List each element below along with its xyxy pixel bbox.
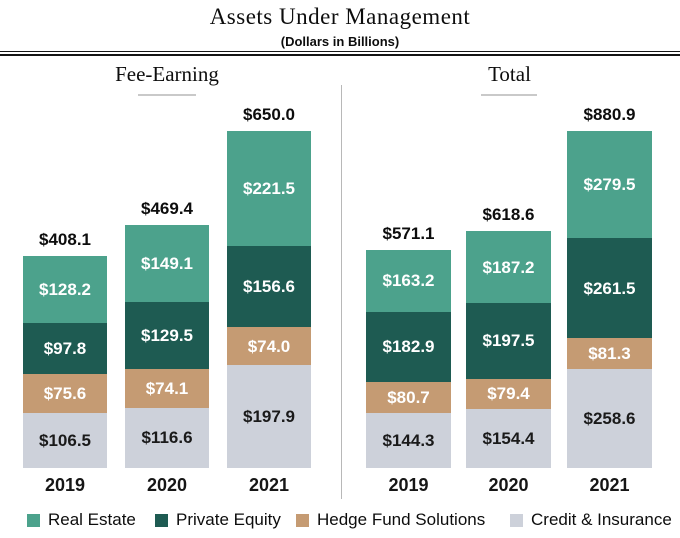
bar-total-2019: $571.1 $163.2 $182.9 $80.7 $144.3: [366, 224, 451, 468]
bar-total-label: $650.0: [243, 105, 295, 125]
year-label-total-2020: 2020: [488, 475, 529, 495]
bar-total-label: $618.6: [482, 205, 535, 225]
legend-item-credit-insurance: Credit & Insurance: [510, 510, 672, 530]
legend-swatch-private-equity: [155, 513, 168, 527]
legend-item-real-estate: Real Estate: [27, 510, 136, 530]
segment-credit-insurance: $258.6: [567, 369, 652, 468]
segment-credit-insurance: $144.3: [366, 412, 451, 468]
segment-private-equity: $182.9: [366, 311, 451, 382]
section-header-fee-earning: Fee-Earning: [115, 62, 219, 86]
year-label-total-2021: 2021: [589, 475, 630, 495]
segment-private-equity: $197.5: [466, 302, 551, 379]
year-label-fee-earning-2020: 2020: [146, 475, 188, 495]
fee-earning-underline: [138, 94, 196, 96]
legend-swatch-real-estate: [27, 513, 40, 527]
legend-label: Credit & Insurance: [531, 510, 672, 529]
page-subtitle: (Dollars in Billions): [280, 34, 400, 49]
segment-real-estate: $221.5: [227, 131, 311, 246]
bar-fee-earning-2019: $408.1 $128.2 $97.8 $75.6 $106.5: [23, 230, 107, 468]
bar-stack: $221.5 $156.6 $74.0 $197.9: [227, 131, 311, 468]
bar-stack: $279.5 $261.5 $81.3 $258.6: [567, 131, 652, 468]
bar-total-label: $408.1: [39, 230, 91, 250]
segment-hedge-fund-solutions: $81.3: [567, 338, 652, 370]
segment-credit-insurance: $116.6: [125, 407, 209, 468]
page-title: Assets Under Management: [209, 4, 471, 29]
segment-real-estate: $187.2: [466, 231, 551, 303]
bar-total-2021: $880.9 $279.5 $261.5 $81.3 $258.6: [567, 105, 652, 468]
year-label-fee-earning-2021: 2021: [248, 475, 290, 495]
year-label-fee-earning-2019: 2019: [44, 475, 86, 495]
segment-hedge-fund-solutions: $74.1: [125, 369, 209, 408]
segment-private-equity: $156.6: [227, 245, 311, 328]
legend-label: Hedge Fund Solutions: [317, 510, 486, 529]
bar-stack: $187.2 $197.5 $79.4 $154.4: [466, 231, 551, 468]
segment-real-estate: $163.2: [366, 249, 451, 312]
bar-total-label: $571.1: [382, 223, 435, 243]
bar-fee-earning-2020: $469.4 $149.1 $129.5 $74.1 $116.6: [125, 199, 209, 468]
segment-credit-insurance: $197.9: [227, 365, 311, 468]
segment-private-equity: $261.5: [567, 238, 652, 339]
bar-fee-earning-2021: $650.0 $221.5 $156.6 $74.0 $197.9: [227, 105, 311, 468]
title-divider-line: [0, 51, 680, 56]
bar-total-label: $880.9: [583, 105, 636, 125]
legend-swatch-credit-insurance: [510, 513, 523, 527]
segment-credit-insurance: $154.4: [466, 408, 551, 468]
bar-stack: $163.2 $182.9 $80.7 $144.3: [366, 249, 451, 468]
segment-real-estate: $128.2: [23, 256, 107, 323]
legend-swatch-hedge-fund-solutions: [296, 513, 309, 527]
section-header-total: Total: [488, 62, 531, 86]
bar-total-2020: $618.6 $187.2 $197.5 $79.4 $154.4: [466, 205, 551, 468]
total-underline: [481, 94, 537, 96]
segment-real-estate: $149.1: [125, 224, 209, 303]
segment-real-estate: $279.5: [567, 131, 652, 239]
segment-hedge-fund-solutions: $79.4: [466, 378, 551, 409]
segment-private-equity: $129.5: [125, 302, 209, 370]
section-divider-line: [341, 85, 342, 499]
year-label-total-2019: 2019: [388, 475, 429, 495]
segment-hedge-fund-solutions: $80.7: [366, 381, 451, 413]
segment-private-equity: $97.8: [23, 322, 107, 374]
legend-item-hedge-fund-solutions: Hedge Fund Solutions: [296, 510, 485, 530]
bar-stack: $128.2 $97.8 $75.6 $106.5: [23, 256, 107, 468]
legend-item-private-equity: Private Equity: [155, 510, 281, 530]
segment-credit-insurance: $106.5: [23, 412, 107, 468]
bar-stack: $149.1 $129.5 $74.1 $116.6: [125, 224, 209, 468]
segment-hedge-fund-solutions: $74.0: [227, 327, 311, 366]
legend-label: Private Equity: [176, 510, 281, 529]
legend-label: Real Estate: [48, 510, 136, 529]
segment-hedge-fund-solutions: $75.6: [23, 373, 107, 413]
bar-total-label: $469.4: [141, 198, 193, 218]
